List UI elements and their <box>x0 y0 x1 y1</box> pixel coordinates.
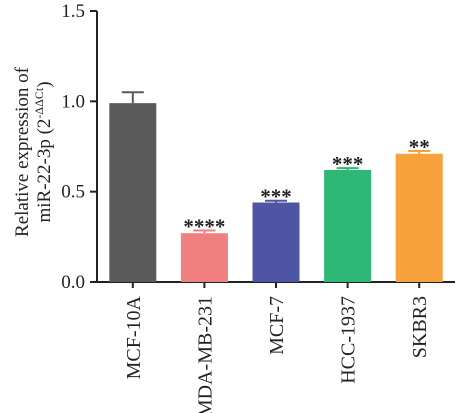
y-tick-label: 1.5 <box>61 1 85 22</box>
y-axis-label: Relative expression of miR-22-3p (2-ΔΔCt… <box>12 66 55 237</box>
y-tick-label: 0.0 <box>61 272 85 293</box>
y-tick-label: 1.0 <box>61 91 85 112</box>
bar <box>395 153 443 282</box>
x-tick-label: SKBR3 <box>409 296 431 358</box>
bar <box>180 233 228 282</box>
x-tick-label: MCF-7 <box>266 296 288 355</box>
y-axis-label-line2: miR-22-3p (2-ΔΔCt) <box>32 81 55 222</box>
significance-label: *** <box>260 185 292 209</box>
y-axis-label-superscript: -ΔΔCt <box>32 87 46 118</box>
significance-label: **** <box>183 215 225 239</box>
significance-label: *** <box>332 152 364 176</box>
bar <box>324 169 372 282</box>
y-axis-label-line1: Relative expression of <box>12 66 33 237</box>
x-tick-label: MDA-MB-231 <box>194 296 216 413</box>
bar <box>109 103 157 282</box>
x-tick-label: MCF-10A <box>123 295 145 379</box>
axes: 0.0 0.5 1.0 1.5 <box>61 1 455 293</box>
bar <box>252 202 300 282</box>
significance-label: ** <box>409 135 430 159</box>
x-tick-label: HCC-1937 <box>338 296 360 384</box>
category-labels: MCF-10A MDA-MB-231 MCF-7 HCC-1937 SKBR3 <box>123 282 431 413</box>
y-tick-label: 0.5 <box>61 182 85 203</box>
bars: ************ <box>109 91 443 282</box>
y-axis-label-main: miR-22-3p (2 <box>34 119 55 223</box>
y-axis-label-end: ) <box>34 81 55 87</box>
